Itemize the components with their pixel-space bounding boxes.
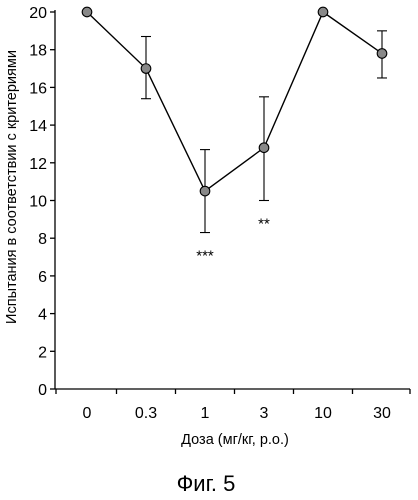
y-tick-label: 14 bbox=[29, 118, 47, 135]
y-tick-label: 12 bbox=[29, 156, 47, 173]
x-tick-label: 3 bbox=[260, 405, 269, 422]
y-tick-label: 8 bbox=[38, 231, 47, 248]
x-tick-label: 0.3 bbox=[135, 405, 157, 422]
data-point bbox=[258, 142, 270, 154]
series-line bbox=[86, 10, 383, 193]
y-axis-label: Испытания в соответствии с критериями bbox=[4, 50, 20, 324]
x-tick-label: 1 bbox=[201, 405, 210, 422]
data-point bbox=[199, 185, 211, 197]
y-tick-label: 2 bbox=[38, 344, 47, 361]
y-axis: 0 2 4 6 8 10 12 14 16 18 20 bbox=[29, 5, 56, 399]
data-point bbox=[140, 63, 152, 74]
x-tick-label: 10 bbox=[314, 405, 332, 422]
y-tick-label: 0 bbox=[38, 382, 47, 399]
data-point bbox=[376, 48, 388, 59]
y-tick-label: 18 bbox=[29, 43, 47, 60]
data-point bbox=[81, 6, 93, 18]
y-tick-label: 4 bbox=[38, 307, 47, 324]
y-tick-label: 10 bbox=[29, 194, 47, 211]
y-tick-label: 20 bbox=[29, 5, 47, 22]
x-axis: 0 0.3 1 3 10 30 bbox=[55, 388, 411, 422]
x-tick-label: 30 bbox=[373, 405, 391, 422]
x-axis-label: Доза (мг/кг, p.o.) bbox=[181, 432, 289, 448]
figure-caption: Фиг. 5 bbox=[177, 471, 236, 496]
data-point bbox=[317, 6, 329, 18]
y-tick-label: 6 bbox=[38, 269, 47, 286]
plot-area: ***** bbox=[81, 6, 388, 265]
x-tick-label: 0 bbox=[83, 405, 92, 422]
significance-label: *** bbox=[196, 248, 214, 265]
y-tick-label: 16 bbox=[29, 80, 47, 97]
significance-label: ** bbox=[258, 216, 270, 233]
